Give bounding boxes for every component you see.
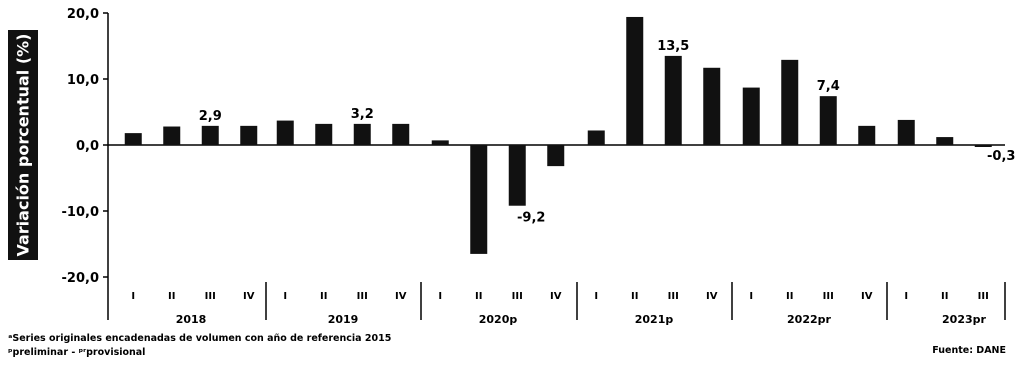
bar bbox=[201, 125, 219, 145]
x-quarter-label: III bbox=[512, 291, 523, 302]
x-quarter-label: III bbox=[823, 291, 834, 302]
x-quarter-label: III bbox=[357, 291, 368, 302]
x-quarter-label: I bbox=[749, 291, 753, 302]
data-label: 2,9 bbox=[199, 109, 222, 124]
x-quarter-label: I bbox=[594, 291, 598, 302]
source-note: Fuente: DANE bbox=[932, 345, 1006, 356]
bar bbox=[626, 16, 644, 146]
bar bbox=[124, 133, 142, 145]
x-quarter-label: II bbox=[941, 291, 948, 302]
x-quarter-label: II bbox=[475, 291, 482, 302]
footnote-series: ᵃSeries originales encadenadas de volume… bbox=[8, 333, 392, 344]
data-label: -9,2 bbox=[517, 211, 545, 226]
x-quarter-label: IV bbox=[243, 291, 255, 302]
bar bbox=[587, 130, 605, 145]
y-axis-label-box bbox=[8, 30, 38, 260]
bar bbox=[392, 123, 410, 145]
x-quarter-label: I bbox=[283, 291, 287, 302]
x-year-label: 2022pr bbox=[787, 313, 831, 326]
bar bbox=[819, 96, 837, 145]
bar bbox=[353, 123, 371, 145]
bar bbox=[703, 67, 721, 145]
x-year-label: 2018 bbox=[176, 313, 207, 326]
bar bbox=[276, 120, 294, 145]
y-tick-label: 20,0 bbox=[67, 7, 99, 22]
bar bbox=[547, 145, 565, 167]
x-quarter-label: II bbox=[786, 291, 793, 302]
y-tick-label: 0,0 bbox=[76, 139, 99, 154]
x-quarter-label: I bbox=[438, 291, 442, 302]
bar bbox=[431, 140, 449, 145]
footnote-preliminary: ᵖpreliminar - ᵖʳprovisional bbox=[8, 347, 146, 358]
data-label: 7,4 bbox=[817, 79, 840, 94]
x-quarter-label: IV bbox=[395, 291, 407, 302]
x-quarter-label: II bbox=[168, 291, 175, 302]
bar bbox=[781, 59, 799, 145]
x-quarter-label: II bbox=[320, 291, 327, 302]
x-year-label: 2019 bbox=[328, 313, 359, 326]
bar bbox=[315, 123, 333, 145]
y-axis-label: Variación porcentual (%) bbox=[13, 33, 33, 257]
bar bbox=[470, 145, 488, 254]
bar bbox=[508, 145, 526, 206]
bar bbox=[858, 125, 876, 145]
x-quarter-label: III bbox=[668, 291, 679, 302]
x-quarter-label: IV bbox=[706, 291, 718, 302]
y-tick-label: 10,0 bbox=[67, 73, 99, 88]
bar bbox=[240, 125, 258, 145]
x-quarter-label: I bbox=[904, 291, 908, 302]
y-tick-label: -20,0 bbox=[62, 271, 99, 286]
x-quarter-label: III bbox=[978, 291, 989, 302]
data-label: 3,2 bbox=[351, 107, 374, 122]
x-quarter-label: III bbox=[205, 291, 216, 302]
bar bbox=[936, 137, 954, 145]
x-quarter-label: II bbox=[631, 291, 638, 302]
data-label: 13,5 bbox=[657, 39, 689, 54]
data-label: -0,3 bbox=[987, 149, 1015, 164]
bar bbox=[742, 87, 760, 145]
x-quarter-label: I bbox=[131, 291, 135, 302]
bar bbox=[163, 126, 181, 145]
bar bbox=[897, 119, 915, 145]
x-quarter-label: IV bbox=[550, 291, 562, 302]
x-quarter-label: IV bbox=[861, 291, 873, 302]
x-year-label: 2020p bbox=[479, 313, 518, 326]
bar bbox=[974, 145, 992, 147]
y-tick-label: -10,0 bbox=[62, 205, 99, 220]
bar bbox=[664, 55, 682, 145]
x-year-label: 2021p bbox=[635, 313, 674, 326]
x-year-label: 2023pr bbox=[942, 313, 986, 326]
